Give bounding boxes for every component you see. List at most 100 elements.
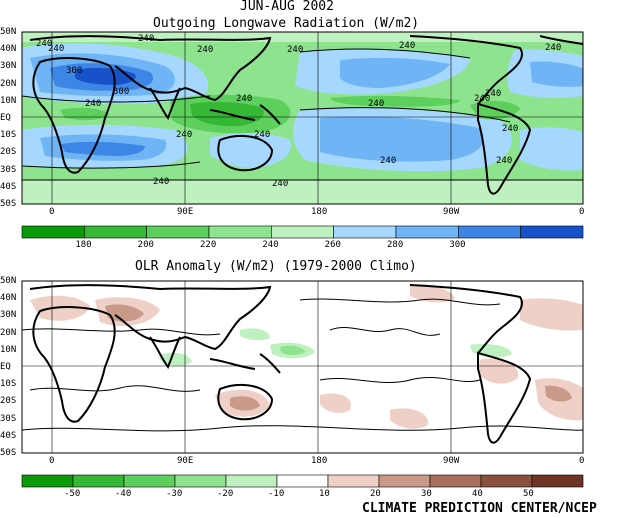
lat-label: EQ xyxy=(0,362,11,372)
contour-label: 240 xyxy=(496,156,513,166)
period-title: JUN-AUG 2002 xyxy=(240,0,334,14)
lon-label: 0 xyxy=(579,456,585,466)
contour-label: 240 xyxy=(176,130,193,140)
colorbar-label: -30 xyxy=(166,489,183,499)
top-map-frame xyxy=(21,31,584,205)
lat-label: 40N xyxy=(0,44,17,55)
contour-label: 300 xyxy=(66,66,83,76)
colorbar-swatch xyxy=(174,474,227,488)
contour-label: 240 xyxy=(85,99,102,109)
colorbar-label: -20 xyxy=(217,489,234,499)
contour-label: 240 xyxy=(138,34,155,44)
lat-label: 10N xyxy=(0,344,17,355)
contour-label: 240 xyxy=(485,89,502,99)
lat-label: 50N xyxy=(0,276,17,286)
lat-label: 10S xyxy=(0,379,17,390)
north-america-outline xyxy=(409,35,523,105)
colorbar-swatch xyxy=(520,225,584,239)
colorbar-swatch xyxy=(333,225,397,239)
colorbar-label: 280 xyxy=(387,240,404,250)
colorbar-label: 180 xyxy=(75,240,92,250)
lon-label: 0 xyxy=(49,456,55,466)
colorbar-label: 300 xyxy=(449,240,466,250)
top-colorbar xyxy=(21,225,584,239)
colorbar-swatch xyxy=(21,474,74,488)
colorbar-label: 50 xyxy=(523,489,534,499)
colorbar-swatch xyxy=(208,225,272,239)
colorbar-swatch xyxy=(276,474,329,488)
colorbar-swatch xyxy=(429,474,482,488)
colorbar-label: 30 xyxy=(421,489,432,499)
lat-label: 50S xyxy=(0,448,17,458)
lat-label: 40S xyxy=(0,430,17,441)
europe-asia-outline xyxy=(29,35,272,102)
bottom-anomaly-map xyxy=(22,281,583,453)
contour-label: 240 xyxy=(153,177,170,187)
lon-label: 180 xyxy=(311,207,328,217)
colorbar-label: 200 xyxy=(137,240,154,250)
colorbar-label: 220 xyxy=(200,240,217,250)
bottom-map-title: OLR Anomaly (W/m2) (1979-2000 Climo) xyxy=(135,259,417,274)
colorbar-swatch xyxy=(531,474,584,488)
lat-label: 10N xyxy=(0,95,17,106)
lat-label: 50N xyxy=(0,27,17,37)
contour-label: 240 xyxy=(502,124,519,134)
contour-label: 240 xyxy=(474,94,491,104)
colorbar-label: -10 xyxy=(268,489,285,499)
maritime-continent-outline xyxy=(209,104,281,125)
lat-label: 20S xyxy=(0,396,17,407)
credit-text: CLIMATE PREDICTION CENTER/NCEP xyxy=(362,501,597,516)
colorbar-swatch xyxy=(458,225,521,239)
colorbar-label: -50 xyxy=(64,489,81,499)
antarctic-greenland-outline xyxy=(539,35,583,45)
south-america-outline xyxy=(477,102,532,195)
lat-label: 30N xyxy=(0,61,17,72)
lon-label: 90E xyxy=(177,456,194,466)
lat-label: 10S xyxy=(0,130,17,141)
colorbar-label: 40 xyxy=(472,489,483,499)
contour-label: 240 xyxy=(545,43,562,53)
colorbar-swatch xyxy=(21,225,85,239)
contour-label: 240 xyxy=(287,45,304,55)
colorbar-label: -40 xyxy=(115,489,132,499)
lat-label: 50S xyxy=(0,199,17,209)
africa-outline xyxy=(32,57,116,174)
contour-label: 240 xyxy=(272,179,289,189)
colorbar-label: 10 xyxy=(319,489,330,499)
contour-label: 240 xyxy=(368,99,385,109)
contour-label: 240 xyxy=(236,94,253,104)
lon-label: 90E xyxy=(177,207,194,217)
lat-label: 20N xyxy=(0,327,17,338)
colorbar-swatch xyxy=(480,474,533,488)
contour-label: 240 xyxy=(48,44,65,54)
top-olr-map xyxy=(22,32,583,204)
lat-label: EQ xyxy=(0,113,11,123)
contour-label: 240 xyxy=(36,39,53,49)
contour-label: 240 xyxy=(399,41,416,51)
colorbar-swatch xyxy=(146,225,210,239)
colorbar-swatch xyxy=(378,474,431,488)
lat-label: 30S xyxy=(0,413,17,424)
colorbar-label: 260 xyxy=(324,240,341,250)
lon-label: 90W xyxy=(443,456,460,466)
contour-label: 240 xyxy=(254,130,271,140)
colorbar-swatch xyxy=(225,474,278,488)
lat-label: 20S xyxy=(0,147,17,158)
lon-label: 0 xyxy=(579,207,585,217)
colorbar-swatch xyxy=(395,225,459,239)
colorbar-swatch xyxy=(327,474,380,488)
lat-label: 20N xyxy=(0,78,17,89)
australia-outline xyxy=(217,134,274,172)
colorbar-label: 20 xyxy=(370,489,381,499)
contour-label: 240 xyxy=(197,45,214,55)
contour-label: 300 xyxy=(113,87,130,97)
lat-label: 40N xyxy=(0,293,17,304)
bottom-colorbar xyxy=(21,474,584,488)
colorbar-swatch xyxy=(72,474,125,488)
lon-label: 0 xyxy=(49,207,55,217)
colorbar-swatch xyxy=(84,225,147,239)
bottom-map-frame xyxy=(21,280,584,454)
lat-label: 40S xyxy=(0,181,17,192)
lon-label: 180 xyxy=(311,456,328,466)
